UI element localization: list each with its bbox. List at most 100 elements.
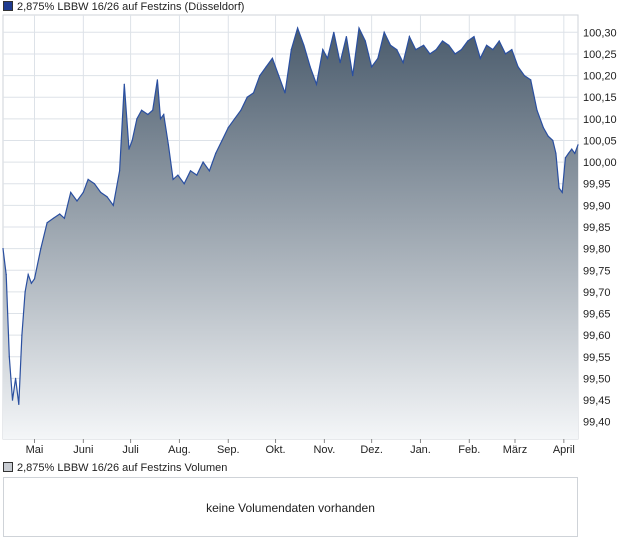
data-point	[504, 53, 507, 55]
data-point	[136, 118, 138, 120]
data-point	[196, 174, 198, 176]
y-tick-label: 99,90	[583, 200, 611, 212]
data-point	[536, 109, 538, 111]
data-point	[183, 183, 185, 185]
data-point	[131, 139, 133, 142]
data-point	[202, 161, 204, 163]
data-point	[159, 118, 162, 120]
data-point	[441, 40, 444, 42]
y-tick-label: 99,60	[583, 330, 611, 342]
data-point	[163, 113, 165, 116]
data-point	[517, 66, 519, 68]
data-point	[156, 79, 158, 81]
data-point	[15, 377, 17, 379]
data-point	[315, 83, 318, 85]
data-point	[265, 66, 267, 68]
data-point	[377, 57, 379, 59]
data-point	[123, 83, 125, 85]
data-point	[119, 170, 121, 172]
data-point	[59, 213, 61, 215]
data-point	[70, 191, 72, 193]
x-tick-label: Okt.	[265, 444, 285, 456]
y-tick-label: 99,80	[583, 244, 611, 256]
data-point	[415, 49, 417, 51]
data-point	[460, 49, 462, 51]
data-point	[278, 75, 280, 77]
data-point	[352, 75, 354, 77]
data-point	[571, 148, 573, 150]
data-point	[11, 399, 14, 401]
data-point	[402, 62, 404, 64]
data-point	[371, 66, 373, 68]
data-point	[106, 196, 108, 198]
data-point	[87, 178, 89, 180]
y-tick-label: 100,20	[583, 71, 617, 83]
data-point	[2, 248, 4, 250]
data-point	[511, 49, 513, 51]
x-tick-label: März	[503, 444, 527, 456]
volume-legend: 2,875% LBBW 16/26 auf Festzins Volumen	[3, 461, 227, 475]
data-point	[284, 92, 286, 94]
data-point	[208, 170, 210, 172]
data-point	[558, 187, 560, 189]
data-point	[408, 36, 410, 38]
data-point	[473, 36, 475, 38]
data-point	[18, 403, 20, 405]
series-area	[3, 28, 578, 439]
y-tick-label: 99,70	[583, 287, 611, 299]
data-point	[561, 191, 563, 193]
data-point	[189, 170, 192, 172]
data-point	[21, 334, 23, 336]
y-tick-label: 100,30	[583, 27, 617, 39]
data-point	[30, 282, 32, 284]
volume-empty-message: keine Volumendaten vorhanden	[206, 501, 375, 515]
data-point	[564, 157, 567, 159]
y-tick-label: 100,25	[583, 49, 617, 61]
x-tick-label: Jan.	[410, 444, 431, 456]
data-point	[215, 152, 217, 154]
data-point	[574, 152, 576, 154]
x-tick-label: Juni	[73, 444, 93, 456]
data-point	[322, 49, 324, 51]
data-point	[467, 40, 469, 42]
data-point	[448, 44, 450, 46]
data-point	[46, 222, 48, 224]
x-tick-label: Feb.	[458, 444, 480, 456]
x-tick-label: Aug.	[168, 444, 191, 456]
data-point	[435, 49, 437, 51]
price-legend-swatch	[3, 1, 13, 11]
y-tick-label: 99,75	[583, 265, 611, 277]
data-point	[240, 109, 242, 111]
data-point	[100, 191, 102, 193]
y-tick-label: 100,10	[583, 114, 617, 126]
price-legend-label: 2,875% LBBW 16/26 auf Festzins (Düsseldo…	[17, 1, 245, 13]
data-point	[309, 66, 311, 68]
y-tick-label: 100,15	[583, 92, 617, 104]
data-point	[523, 75, 526, 77]
data-point	[345, 36, 347, 38]
data-point	[152, 109, 154, 111]
y-tick-label: 99,65	[583, 309, 611, 321]
data-point	[339, 62, 341, 64]
data-point	[246, 96, 248, 98]
data-point	[364, 40, 366, 42]
volume-legend-label: 2,875% LBBW 16/26 auf Festzins Volumen	[17, 462, 228, 474]
data-point	[567, 152, 570, 154]
x-tick-label: Sep.	[217, 444, 240, 456]
y-tick-label: 99,85	[583, 222, 611, 234]
volume-panel: keine Volumendaten vorhanden	[3, 477, 578, 537]
price-chart: 100,30 100,25 100,20 100,15 100,10 100,05 100,…	[2, 14, 617, 456]
data-point	[486, 44, 488, 46]
data-point	[555, 152, 557, 154]
data-point	[112, 204, 114, 206]
x-tick-label: Juli	[122, 444, 139, 456]
data-point	[577, 144, 579, 146]
data-point	[234, 118, 236, 120]
data-point	[423, 44, 425, 46]
data-point	[252, 92, 255, 94]
x-tick-label: Mai	[26, 444, 44, 456]
x-tick-label: Nov.	[313, 444, 335, 456]
data-point	[492, 49, 494, 51]
data-point	[93, 183, 95, 185]
data-point	[167, 144, 169, 146]
